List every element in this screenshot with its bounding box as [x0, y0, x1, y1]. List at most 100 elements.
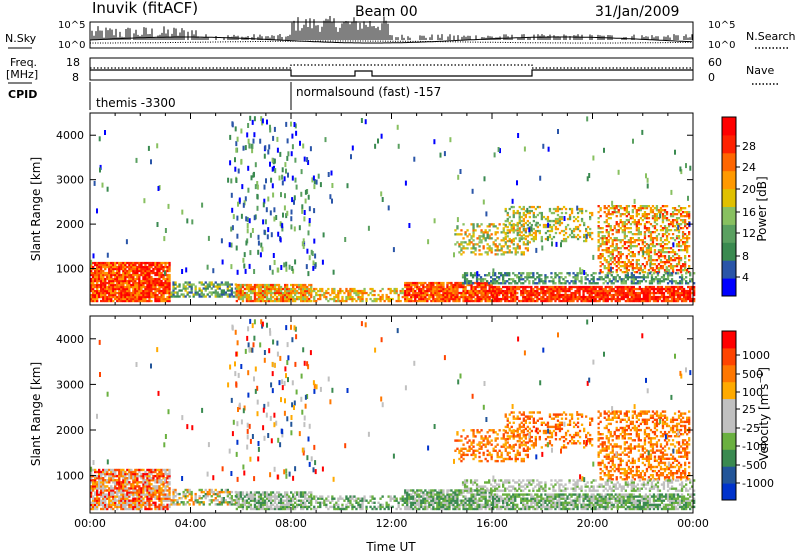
power-cell: [144, 281, 147, 285]
power-cell: [290, 291, 293, 295]
power-cell: [216, 287, 219, 290]
colorbar-tick-label: 24: [742, 161, 756, 174]
power-cell: [312, 265, 315, 271]
power-cell: [606, 291, 609, 295]
power-cell: [241, 291, 245, 295]
power-cell: [476, 299, 479, 303]
power-cell: [290, 209, 293, 215]
power-cell: [265, 293, 269, 297]
power-cell: [599, 237, 602, 240]
power-cell: [331, 287, 334, 291]
power-cell: [680, 169, 683, 175]
power-cell: [650, 287, 654, 291]
power-cell: [128, 283, 131, 287]
power-cell: [108, 279, 111, 283]
power-cell: [180, 293, 183, 296]
power-cell: [516, 245, 519, 248]
power-cell: [486, 293, 489, 297]
power-cell: [110, 287, 113, 291]
power-cell: [684, 237, 687, 240]
power-cell: [126, 293, 129, 297]
power-cell: [182, 283, 185, 286]
power-cell: [310, 249, 313, 255]
power-cell: [671, 211, 675, 214]
power-cell: [150, 275, 153, 279]
power-cell: [480, 235, 483, 238]
power-cell: [124, 293, 127, 297]
power-cell: [638, 297, 641, 301]
power-cell: [440, 293, 443, 297]
power-cell: [526, 293, 529, 297]
power-cell: [631, 215, 634, 218]
power-cell: [609, 237, 612, 240]
power-cell: [633, 255, 636, 258]
velocity-cell: [108, 501, 111, 504]
power-cell: [619, 227, 622, 230]
velocity-cell: [102, 489, 105, 492]
power-cell: [458, 233, 461, 236]
power-cell: [659, 239, 663, 242]
power-cell: [325, 297, 328, 301]
power-cell: [572, 280, 575, 283]
power-cell: [102, 273, 105, 277]
power-cell: [428, 297, 431, 301]
power-cell: [241, 283, 245, 287]
power-cell: [585, 239, 588, 243]
power-cell: [554, 282, 557, 285]
power-cell: [645, 217, 649, 220]
power-cell: [631, 241, 634, 244]
power-cell: [220, 283, 223, 286]
power-cell: [436, 283, 439, 287]
power-cell: [669, 259, 673, 262]
power-cell: [156, 287, 159, 291]
power-cell: [680, 274, 684, 277]
power-cell: [675, 223, 679, 226]
y-tick-label: 1000: [56, 263, 84, 276]
power-cell: [580, 207, 584, 211]
power-cell: [676, 287, 680, 291]
power-cell: [273, 126, 276, 132]
power-cell: [381, 295, 384, 299]
power-cell: [168, 283, 171, 287]
power-cell: [108, 295, 111, 299]
power-cell: [641, 213, 644, 216]
power-cell: [424, 281, 427, 285]
power-cell: [98, 265, 101, 269]
power-cell: [479, 278, 483, 281]
power-cell: [655, 267, 659, 270]
power-cell: [249, 297, 253, 301]
power-cell: [522, 285, 525, 289]
power-cell: [448, 285, 451, 289]
power-cell: [637, 229, 640, 232]
power-cell: [498, 293, 501, 297]
power-cell: [672, 289, 676, 293]
power-cell: [679, 245, 683, 248]
power-cell: [620, 282, 623, 285]
power-cell: [536, 221, 539, 225]
power-cell: [302, 291, 305, 295]
power-cell: [418, 293, 421, 297]
power-cell: [216, 293, 219, 296]
power-cell: [249, 287, 253, 291]
power-cell: [448, 281, 451, 285]
power-cell: [613, 259, 616, 262]
power-cell: [601, 227, 604, 230]
power-cell: [514, 223, 517, 227]
power-cell: [302, 289, 305, 293]
power-cell: [287, 151, 290, 157]
power-cell: [224, 283, 227, 286]
power-cell: [90, 287, 93, 291]
power-cell: [190, 289, 193, 292]
power-cell: [104, 287, 107, 291]
power-cell: [339, 291, 342, 295]
power-cell: [492, 295, 495, 299]
power-cell: [294, 283, 297, 287]
power-cell: [538, 205, 541, 209]
power-cell: [253, 293, 257, 297]
power-cell: [642, 287, 645, 291]
power-cell: [244, 196, 247, 202]
power-cell: [585, 227, 588, 231]
freq-frame: [89, 57, 694, 81]
power-cell: [574, 225, 578, 229]
power-cell: [265, 299, 269, 303]
